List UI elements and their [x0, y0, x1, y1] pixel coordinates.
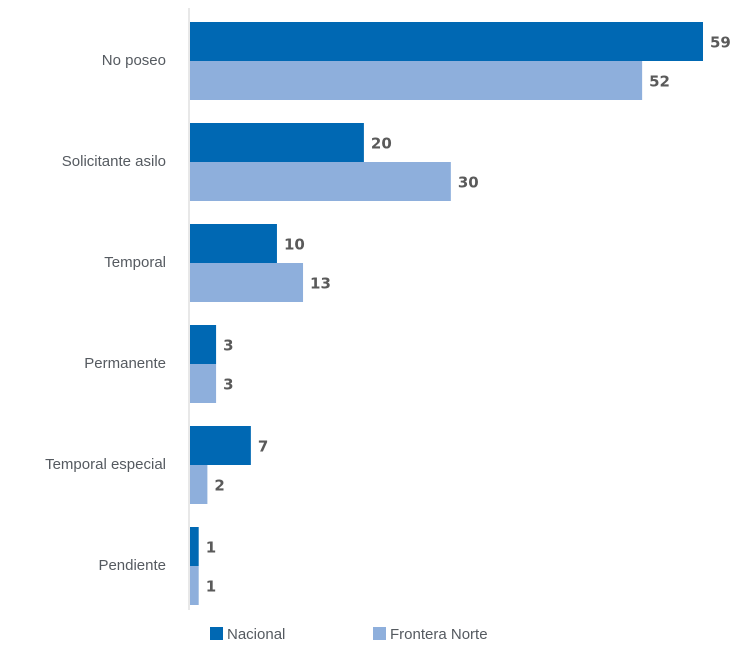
data-label-frontera-norte-temporal: 13 — [310, 275, 331, 293]
legend-swatch-frontera-norte — [373, 627, 386, 640]
bar-nacional-temporal — [190, 224, 277, 263]
data-label-nacional-temporal: 10 — [284, 236, 305, 254]
bar-nacional-solicitante-asilo — [190, 123, 364, 162]
legend: Nacional Frontera Norte — [210, 626, 488, 643]
bars — [190, 22, 703, 605]
bar-nacional-pendiente — [190, 527, 199, 566]
bar-frontera-norte-temporal-especial — [190, 465, 208, 504]
data-label-nacional-no-poseo: 59 — [710, 34, 731, 52]
bar-nacional-no-poseo — [190, 22, 703, 61]
data-label-nacional-solicitante-asilo: 20 — [371, 135, 392, 153]
category-label-temporal: Temporal — [104, 254, 166, 271]
bar-frontera-norte-temporal — [190, 263, 304, 302]
data-label-frontera-norte-permanente: 3 — [223, 376, 233, 394]
category-label-permanente: Permanente — [84, 355, 166, 372]
data-label-nacional-pendiente: 1 — [206, 539, 216, 557]
category-label-pendiente: Pendiente — [98, 557, 166, 574]
category-labels: No poseo Solicitante asilo Temporal Permane… — [45, 52, 166, 574]
bar-nacional-temporal-especial — [190, 426, 251, 465]
bar-frontera-norte-permanente — [190, 364, 217, 403]
value-labels: 59 52 20 30 10 13 3 3 7 2 1 1 — [206, 34, 731, 596]
data-label-frontera-norte-no-poseo: 52 — [649, 73, 670, 91]
bar-frontera-norte-no-poseo — [190, 61, 643, 100]
category-label-solicitante-asilo: Solicitante asilo — [62, 153, 166, 170]
data-label-frontera-norte-temporal-especial: 2 — [214, 477, 224, 495]
data-label-nacional-temporal-especial: 7 — [258, 438, 268, 456]
data-label-frontera-norte-pendiente: 1 — [206, 578, 216, 596]
legend-label-frontera-norte: Frontera Norte — [390, 626, 488, 643]
category-label-no-poseo: No poseo — [102, 52, 166, 69]
bar-nacional-permanente — [190, 325, 217, 364]
legend-swatch-nacional — [210, 627, 223, 640]
data-label-frontera-norte-solicitante-asilo: 30 — [458, 174, 479, 192]
bar-frontera-norte-solicitante-asilo — [190, 162, 451, 201]
legend-label-nacional: Nacional — [227, 626, 285, 643]
bar-frontera-norte-pendiente — [190, 566, 199, 605]
category-label-temporal-especial: Temporal especial — [45, 456, 166, 473]
data-label-nacional-permanente: 3 — [223, 337, 233, 355]
